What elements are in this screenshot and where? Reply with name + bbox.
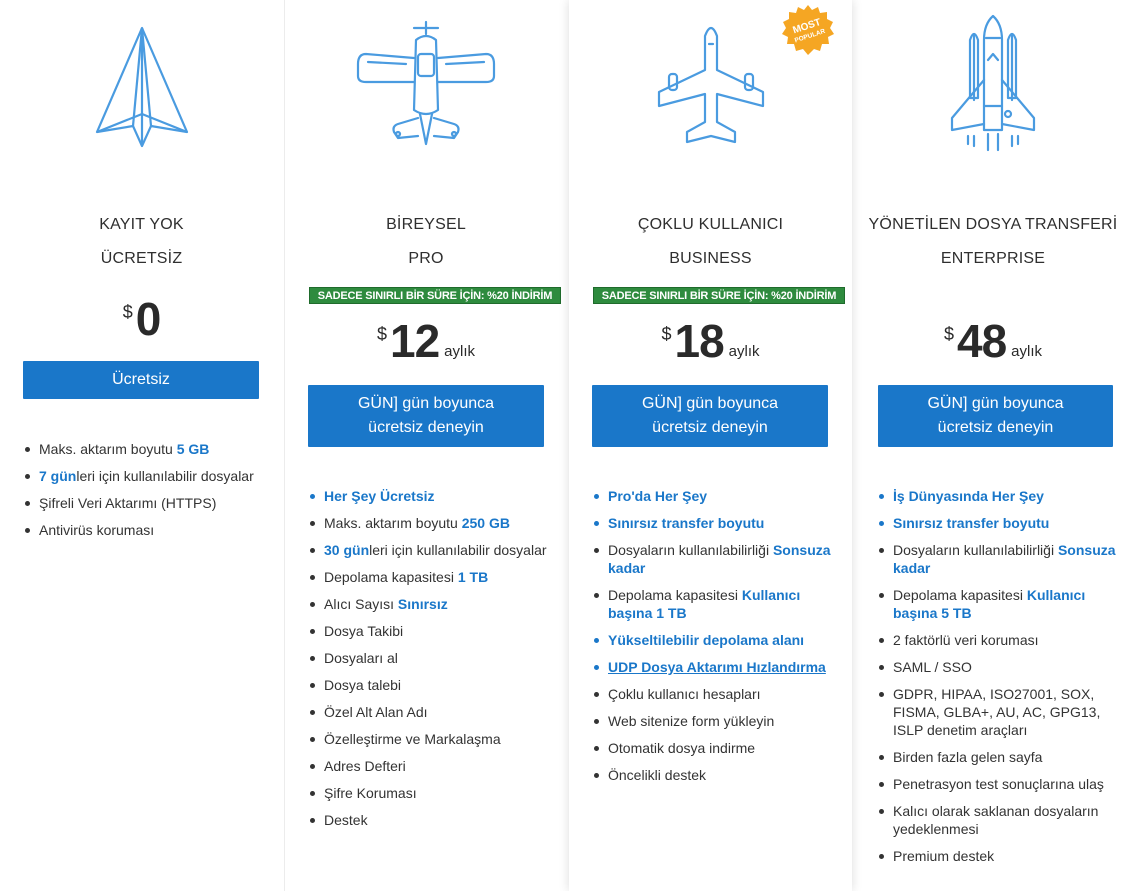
list-item: Şifreli Veri Aktarımı (HTTPS) — [24, 494, 274, 512]
list-item: Dosya Takibi — [309, 622, 559, 640]
list-item: Depolama kapasitesi 1 TB — [309, 568, 559, 586]
plan-price: $ 0 — [0, 296, 283, 342]
list-item: Alıcı Sayısı Sınırsız — [309, 595, 559, 613]
list-item: 30 günleri için kullanılabilir dosyalar — [309, 541, 559, 559]
price-period: aylık — [444, 343, 476, 360]
list-item: Destek — [309, 811, 559, 829]
list-item: Penetrasyon test sonuçlarına ulaş — [878, 775, 1118, 793]
trial-button[interactable]: GÜN] gün boyunca ücretsiz deneyin — [592, 385, 828, 447]
list-item: Yükseltilebilir depolama alanı — [593, 631, 843, 649]
most-popular-badge: MOST POPULAR — [782, 4, 834, 56]
list-item: Her Şey Ücretsiz — [309, 487, 559, 505]
trial-button[interactable]: GÜN] gün boyunca ücretsiz deneyin — [878, 385, 1113, 447]
list-item: Web sitenize form yükleyin — [593, 712, 843, 730]
list-item: İş Dünyasında Her Şey — [878, 487, 1118, 505]
plan-card-business: MOST POPULAR ÇOKLU KULLANICI BUSINESS SA… — [569, 0, 852, 891]
list-item: Antivirüs koruması — [24, 521, 274, 539]
list-item: Depolama kapasitesi Kullanıcı başına 1 T… — [593, 586, 843, 622]
feature-list: Her Şey Ücretsiz Maks. aktarım boyutu 25… — [309, 487, 559, 838]
plan-subtitle: BUSINESS — [669, 250, 752, 267]
list-item: Premium destek — [878, 847, 1118, 865]
trial-button[interactable]: GÜN] gün boyunca ücretsiz deneyin — [308, 385, 544, 447]
list-item: 2 faktörlü veri koruması — [878, 631, 1118, 649]
plan-subtitle: ENTERPRISE — [940, 250, 1046, 267]
list-item: Sınırsız transfer boyutu — [593, 514, 843, 532]
list-item: Depolama kapasitesi Kullanıcı başına 5 T… — [878, 586, 1118, 622]
feature-list: Maks. aktarım boyutu 5 GB 7 günleri için… — [24, 440, 274, 548]
paper-plane-icon — [0, 14, 283, 164]
plan-title: KAYIT YOK — [99, 216, 184, 233]
plan-price: $ 48 aylık — [853, 318, 1133, 364]
list-item: Dosyaların kullanılabilirliği Sonsuza ka… — [878, 541, 1118, 577]
list-item: Dosya talebi — [309, 676, 559, 694]
feature-list: Pro'da Her Şey Sınırsız transfer boyutu … — [593, 487, 843, 793]
list-item: GDPR, HIPAA, ISO27001, SOX, FISMA, GLBA+… — [878, 685, 1118, 739]
list-item: 7 günleri için kullanılabilir dosyalar — [24, 467, 274, 485]
plan-card-enterprise: YÖNETİLEN DOSYA TRANSFERİ ENTERPRISE $ 4… — [853, 0, 1133, 891]
plan-card-free: KAYIT YOK ÜCRETSİZ $ 0 Ücretsiz Maks. ak… — [0, 0, 283, 891]
currency-symbol: $ — [376, 324, 387, 344]
plan-title: YÖNETİLEN DOSYA TRANSFERİ — [868, 216, 1118, 233]
list-item: Özel Alt Alan Adı — [309, 703, 559, 721]
promo-banner: SADECE SINIRLI BİR SÜRE İÇİN: %20 İNDİRİ… — [593, 287, 845, 304]
udp-acceleration-link[interactable]: UDP Dosya Aktarımı Hızlandırma — [593, 658, 843, 676]
list-item: Otomatik dosya indirme — [593, 739, 843, 757]
list-item: Şifre Koruması — [309, 784, 559, 802]
jet-plane-icon — [569, 14, 852, 164]
list-item: Adres Defteri — [309, 757, 559, 775]
list-item: Pro'da Her Şey — [593, 487, 843, 505]
plan-subtitle: PRO — [408, 250, 444, 267]
promo-banner: SADECE SINIRLI BİR SÜRE İÇİN: %20 İNDİRİ… — [309, 287, 561, 304]
propeller-plane-icon — [285, 14, 567, 164]
list-item: Maks. aktarım boyutu 5 GB — [24, 440, 274, 458]
price-period: aylık — [1011, 343, 1043, 360]
plan-title: BİREYSEL — [386, 216, 466, 233]
list-item: Çoklu kullanıcı hesapları — [593, 685, 843, 703]
list-item: Özelleştirme ve Markalaşma — [309, 730, 559, 748]
currency-symbol: $ — [943, 324, 954, 344]
plan-subtitle: ÜCRETSİZ — [100, 250, 183, 267]
feature-list: İş Dünyasında Her Şey Sınırsız transfer … — [878, 487, 1118, 874]
price-amount: 48 — [957, 315, 1007, 367]
plan-price: $ 18 aylık — [569, 318, 852, 364]
list-item: Dosyaları al — [309, 649, 559, 667]
currency-symbol: $ — [122, 302, 133, 322]
list-item: SAML / SSO — [878, 658, 1118, 676]
list-item: Dosyaların kullanılabilirliği Sonsuza ka… — [593, 541, 843, 577]
list-item: Birden fazla gelen sayfa — [878, 748, 1118, 766]
list-item: Kalıcı olarak saklanan dosyaların yedekl… — [878, 802, 1118, 838]
price-amount: 0 — [135, 293, 162, 345]
list-item: Sınırsız transfer boyutu — [878, 514, 1118, 532]
price-amount: 18 — [674, 315, 725, 367]
plan-price: $ 12 aylık — [285, 318, 567, 364]
free-button[interactable]: Ücretsiz — [23, 361, 259, 399]
list-item: Öncelikli destek — [593, 766, 843, 784]
plan-card-pro: BİREYSEL PRO SADECE SINIRLI BİR SÜRE İÇİ… — [284, 0, 567, 891]
plan-title: ÇOKLU KULLANICI — [637, 216, 784, 233]
price-amount: 12 — [390, 315, 440, 367]
list-item: Maks. aktarım boyutu 250 GB — [309, 514, 559, 532]
price-period: aylık — [728, 343, 760, 360]
currency-symbol: $ — [661, 324, 672, 344]
space-shuttle-icon — [853, 14, 1133, 164]
